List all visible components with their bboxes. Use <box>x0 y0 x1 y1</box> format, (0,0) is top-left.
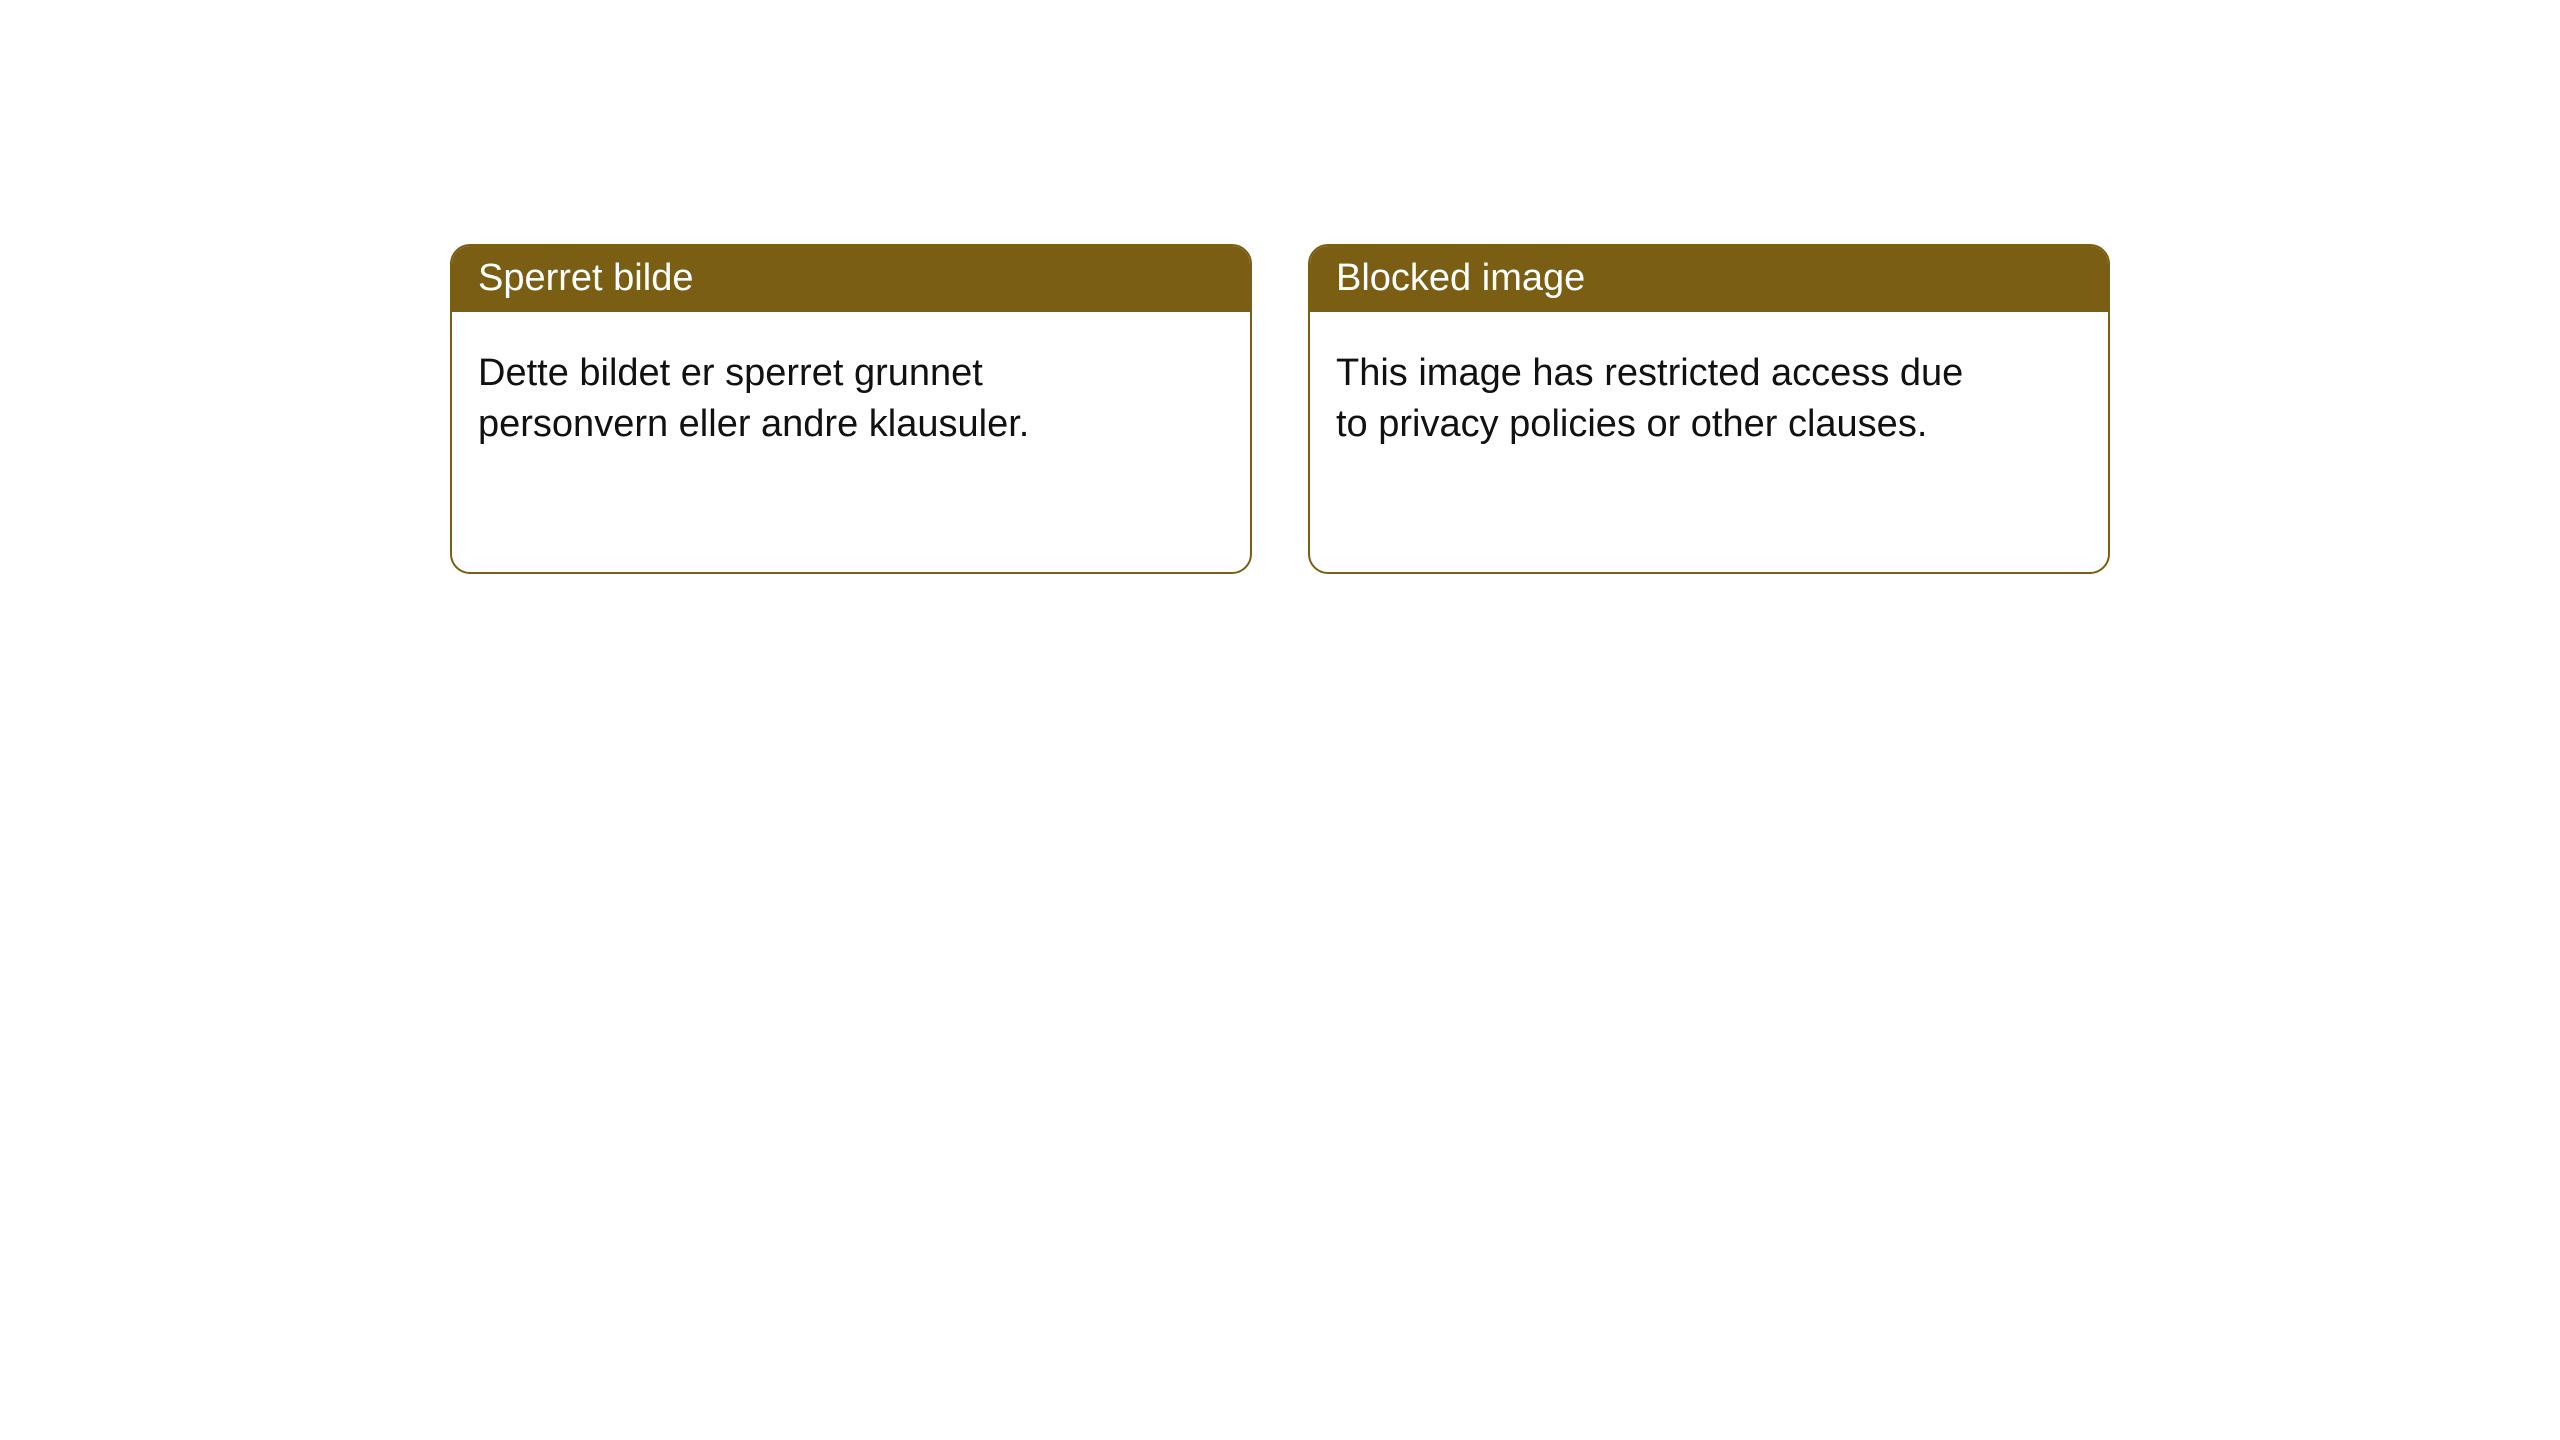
notice-container: Sperret bilde Dette bildet er sperret gr… <box>0 0 2560 574</box>
notice-card-norwegian: Sperret bilde Dette bildet er sperret gr… <box>450 244 1252 574</box>
notice-body: This image has restricted access due to … <box>1310 312 1990 487</box>
notice-card-english: Blocked image This image has restricted … <box>1308 244 2110 574</box>
notice-header: Blocked image <box>1310 246 2108 312</box>
notice-body: Dette bildet er sperret grunnet personve… <box>452 312 1132 487</box>
notice-header: Sperret bilde <box>452 246 1250 312</box>
